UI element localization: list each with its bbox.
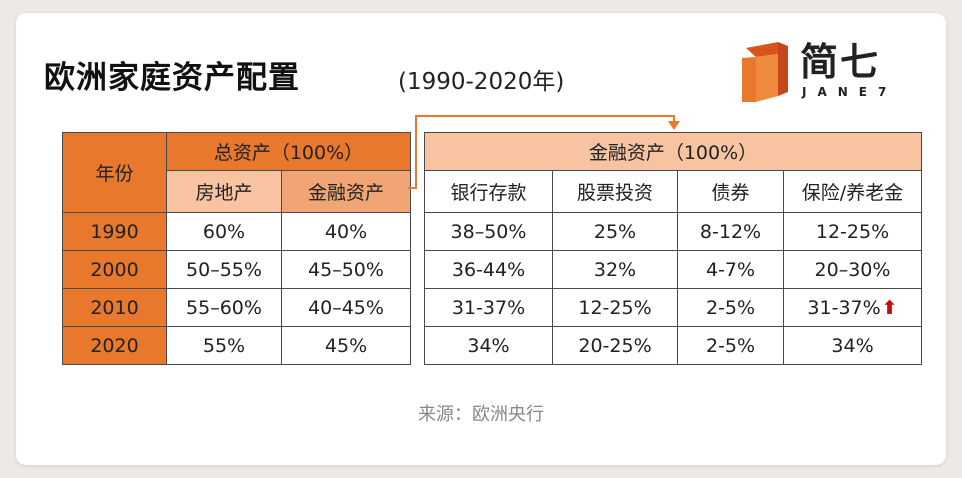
up-arrow-icon: ⬆ (881, 296, 898, 319)
table-cell: 50–55% (166, 250, 282, 289)
page-title: 欧洲家庭资产配置 (44, 60, 300, 96)
table-cell: 25% (552, 212, 678, 251)
total-assets-table: 年份 总资产（100%） 房地产 金融资产 1990 60% 40% 2000 … (62, 132, 412, 365)
col-header-stocks: 股票投资 (552, 170, 678, 213)
logo-sub: JANE7 (802, 85, 898, 99)
table-cell: 38–50% (424, 212, 553, 251)
year-header: 年份 (62, 132, 167, 213)
financial-assets-header: 金融资产（100%） (423, 132, 923, 171)
table-cell: 20–30% (782, 250, 923, 289)
table-cell: 31-37% (424, 288, 553, 327)
table-row: 31-37% 12-25% 2-5% 31-37%⬆ (424, 288, 923, 327)
table-cell: 36-44% (424, 250, 553, 289)
table-row: 38–50% 25% 8-12% 12-25% (424, 212, 923, 251)
table-cell: 12-25% (552, 288, 678, 327)
logo: 简七 JANE7 (738, 40, 918, 106)
table-cell-with-arrow: 31-37%⬆ (782, 288, 923, 327)
source-note: 来源：欧洲央行 (418, 404, 544, 425)
total-assets-header: 总资产（100%） (165, 132, 412, 171)
col-header-financial-assets: 金融资产 (280, 170, 412, 213)
table-cell: 34% (424, 326, 553, 365)
table-cell: 4-7% (677, 250, 784, 289)
table-cell: 45% (280, 326, 412, 365)
table-cell: 20-25% (552, 326, 678, 365)
table-row: 34% 20-25% 2-5% 34% (424, 326, 923, 365)
year-cell: 1990 (62, 212, 167, 251)
table-cell: 8-12% (677, 212, 784, 251)
col-header-real-estate: 房地产 (166, 170, 282, 213)
table-cell: 34% (782, 326, 923, 365)
table-cell: 55% (166, 326, 282, 365)
table-cell: 60% (166, 212, 282, 251)
logo-name: 简七 (800, 40, 881, 84)
table-cell: 45–50% (280, 250, 412, 289)
table-row: 36-44% 32% 4-7% 20–30% (424, 250, 923, 289)
col-header-bonds: 债券 (677, 170, 784, 213)
table-cell: 32% (552, 250, 678, 289)
table-cell: 2-5% (677, 326, 784, 365)
table-row: 2020 55% 45% (62, 326, 412, 365)
col-header-bank-deposits: 银行存款 (424, 170, 553, 213)
table-cell: 12-25% (782, 212, 923, 251)
logo-mark-icon (742, 42, 788, 102)
page-subtitle: (1990-2020年) (398, 69, 565, 95)
financial-assets-table: 金融资产（100%） 银行存款 股票投资 债券 保险/养老金 38–50% 25… (423, 132, 923, 365)
table-cell: 40–45% (280, 288, 412, 327)
table-cell: 40% (280, 212, 412, 251)
table-cell: 55–60% (166, 288, 282, 327)
table-row: 1990 60% 40% (62, 212, 412, 251)
year-cell: 2010 (62, 288, 167, 327)
table-row: 2000 50–55% 45–50% (62, 250, 412, 289)
year-cell: 2020 (62, 326, 167, 365)
table-cell: 2-5% (677, 288, 784, 327)
table-row: 2010 55–60% 40–45% (62, 288, 412, 327)
table-cell-value: 31-37% (807, 296, 881, 319)
year-cell: 2000 (62, 250, 167, 289)
col-header-insurance-pension: 保险/养老金 (782, 170, 923, 213)
